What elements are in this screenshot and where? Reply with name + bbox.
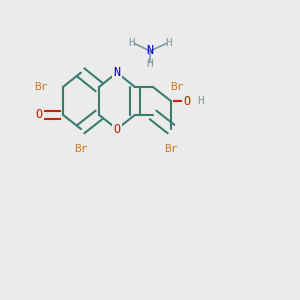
- Text: Br: Br: [74, 143, 88, 154]
- Text: Br: Br: [34, 82, 47, 92]
- Text: H: H: [129, 38, 135, 48]
- Text: O: O: [35, 108, 43, 122]
- Text: H: H: [147, 58, 153, 69]
- Text: N: N: [146, 44, 154, 58]
- Text: Br: Br: [164, 143, 178, 154]
- Text: O: O: [183, 94, 190, 108]
- Text: O: O: [113, 122, 121, 136]
- Text: Br: Br: [170, 82, 184, 92]
- Text: H: H: [197, 96, 204, 106]
- Text: N: N: [113, 66, 121, 79]
- Text: H: H: [165, 38, 172, 48]
